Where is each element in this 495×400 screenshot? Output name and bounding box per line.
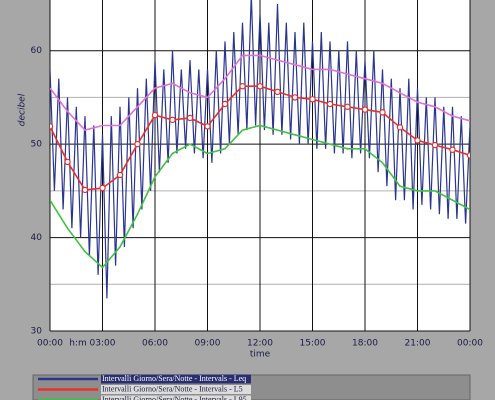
legend-label: Intervalli Giorno/Sera/Notte - Intervals… <box>102 374 246 383</box>
data-marker <box>64 158 71 166</box>
legend-label: Intervalli Giorno/Sera/Notte - Intervals… <box>102 395 247 400</box>
data-marker <box>151 111 159 119</box>
y-axis-label: decibel <box>18 93 28 126</box>
data-marker <box>466 152 470 159</box>
data-marker <box>326 100 334 108</box>
legend-highlight <box>101 385 251 394</box>
x-tick-label: 18:00 <box>352 339 378 349</box>
data-marker <box>344 103 351 110</box>
x-unit-label: h:m <box>69 339 87 349</box>
legend-highlight <box>101 395 251 400</box>
data-marker <box>309 96 316 103</box>
data-marker <box>50 123 54 130</box>
data-marker <box>99 184 106 192</box>
data-marker <box>379 109 386 116</box>
series-group <box>50 0 470 299</box>
x-tick-label: 12:00 <box>247 339 273 349</box>
x-axis-label: time <box>250 350 271 360</box>
data-marker <box>116 171 124 179</box>
data-marker <box>221 100 229 108</box>
y-tick-label: 60 <box>31 46 43 56</box>
data-marker <box>81 186 89 194</box>
x-tick-label: 09:00 <box>195 339 221 349</box>
x-tick-label: 06:00 <box>142 339 168 349</box>
y-tick-label: 30 <box>31 327 43 337</box>
data-marker <box>256 83 264 90</box>
data-marker <box>204 123 211 130</box>
data-marker <box>396 124 404 131</box>
data-marker <box>291 94 299 101</box>
y-tick-label: 40 <box>31 233 43 243</box>
data-marker <box>449 146 456 153</box>
data-marker <box>274 88 281 96</box>
x-tick-label: 15:00 <box>300 339 326 349</box>
x-tick-label: 21:00 <box>405 339 431 349</box>
data-line <box>50 0 470 299</box>
legend <box>32 374 471 400</box>
x-tick-label: 00:00 <box>457 339 483 349</box>
data-marker <box>134 140 141 148</box>
legend-highlight <box>101 374 251 384</box>
legend-label: Intervalli Giorno/Sera/Notte - Intervals… <box>102 384 243 393</box>
data-marker <box>186 114 194 122</box>
data-marker <box>414 137 421 144</box>
data-marker <box>239 83 246 90</box>
data-marker <box>431 141 439 149</box>
x-tick-label: 03:00 <box>90 339 116 349</box>
y-tick-label: 50 <box>31 140 43 150</box>
data-line <box>50 124 470 269</box>
data-marker <box>169 116 176 124</box>
data-line <box>50 54 470 131</box>
x-tick-label: 00:00 <box>37 339 63 349</box>
data-marker <box>361 106 369 113</box>
